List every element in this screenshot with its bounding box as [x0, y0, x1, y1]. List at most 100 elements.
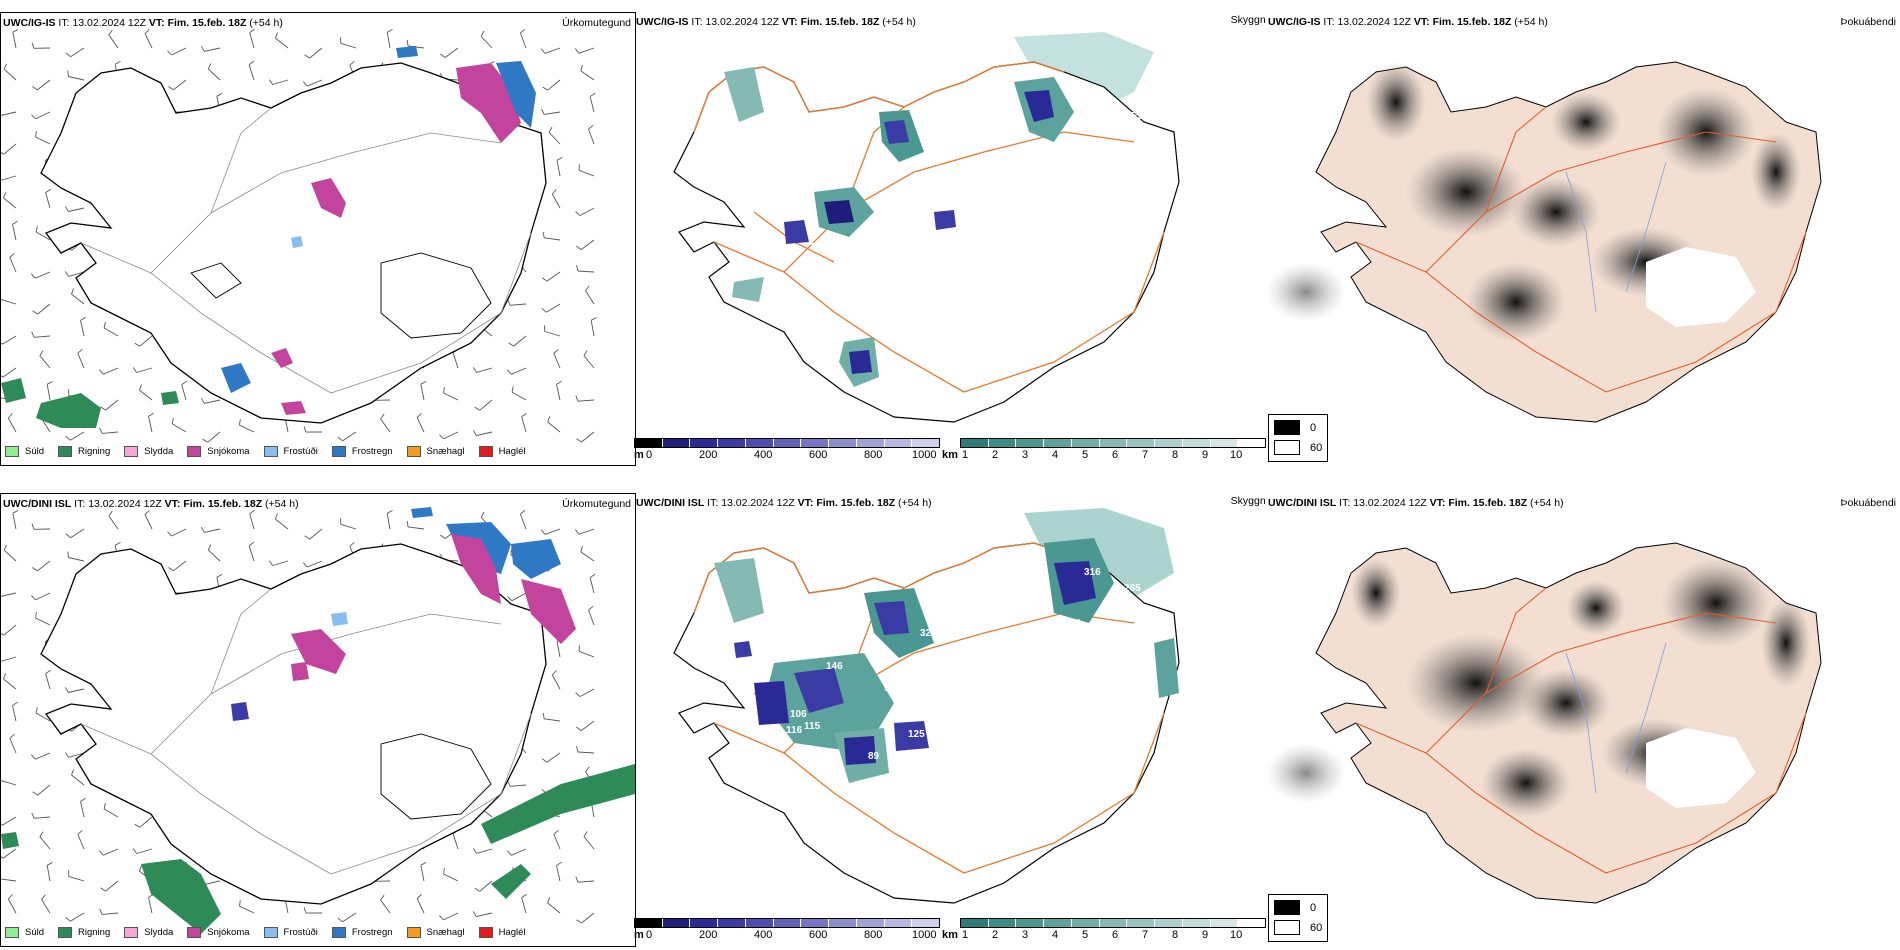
wind-barb-flag	[585, 285, 590, 291]
wind-barb-flag	[304, 535, 310, 540]
wind-barb	[551, 193, 561, 209]
panel-title: Skyggni	[1230, 495, 1266, 507]
wind-barb-flag	[520, 509, 526, 515]
wind-barb-flag	[67, 551, 69, 558]
wind-barb	[12, 32, 17, 49]
legend-item: Frostúði	[263, 445, 318, 457]
scale-unit: m	[634, 449, 644, 461]
wind-barb-flag	[100, 887, 106, 892]
wind-barb	[148, 897, 153, 914]
scale-tick: 0	[646, 449, 653, 461]
wind-barb	[307, 79, 323, 87]
visibility-value: 212	[930, 350, 947, 361]
visibility-scale-m: m 0 200 400 600 800 1000	[634, 438, 940, 464]
wind-barb	[3, 143, 17, 155]
wind-barb	[578, 47, 595, 54]
wind-barb	[103, 367, 119, 375]
wind-barb-flag	[114, 542, 121, 546]
panel-precip-type-2: UWC/DINI ISL IT: 13.02.2024 12Z VT: Fim.…	[0, 493, 636, 947]
wind-barb-flag	[202, 438, 208, 443]
wind-barb	[181, 384, 187, 401]
wind-barb	[12, 513, 17, 530]
wind-barb-flag	[138, 865, 142, 872]
wind-barb-flag	[239, 900, 241, 907]
wind-barb	[579, 207, 595, 216]
colorbar-km	[960, 438, 1266, 448]
wind-barb-flag	[574, 48, 580, 54]
wind-barb-flag	[132, 848, 137, 854]
wind-barb	[204, 528, 221, 533]
visibility-value: 195	[906, 387, 923, 398]
wind-barb	[7, 898, 17, 914]
glacier-outline	[190, 262, 242, 299]
wind-barb-flag	[506, 369, 512, 375]
glacier-outline	[380, 252, 492, 339]
wind-barb	[68, 76, 85, 81]
wind-barb-flag	[472, 367, 477, 373]
wind-barb	[585, 290, 595, 305]
wind-barb-flag	[520, 28, 526, 34]
wind-barb	[521, 897, 527, 914]
wind-barb-flag	[574, 529, 580, 535]
wind-barb-flag	[32, 86, 38, 91]
wind-barb	[68, 875, 85, 882]
wind-barb-flag	[46, 862, 53, 866]
wind-barb	[204, 399, 221, 404]
wind-barb-flag	[103, 322, 106, 329]
wind-barb	[248, 64, 255, 81]
wind-barb	[70, 431, 85, 441]
wind-barb-flag	[132, 367, 137, 373]
wind-barb-flag	[216, 93, 223, 97]
panel-header: UWC/DINI ISL IT: 13.02.2024 12Z VT: Fim.…	[3, 498, 299, 510]
wind-barb	[249, 32, 255, 49]
legend-item: Frostregn	[331, 445, 393, 457]
visibility-value: 255	[960, 625, 977, 636]
fog-shading	[1266, 558, 1811, 818]
roads	[1355, 587, 1807, 874]
wind-barb-flag	[1, 856, 4, 859]
wind-barb-flag	[168, 86, 174, 91]
wind-barb	[416, 898, 425, 914]
wind-barb	[510, 784, 527, 787]
wind-barb	[37, 560, 51, 572]
wind-barb	[416, 417, 425, 433]
wind-barb-flag	[167, 531, 172, 537]
wind-barb-flag	[35, 612, 37, 619]
scale-tick: 800	[864, 449, 883, 461]
wind-barb-flag	[380, 894, 385, 901]
map-precip-type-1	[1, 28, 597, 443]
legend-swatch	[263, 926, 278, 938]
precip-areas	[1, 46, 536, 428]
wind-barb-flag	[31, 331, 35, 338]
wind-barb	[476, 848, 493, 854]
colorbar-m	[634, 918, 940, 928]
wind-barb	[171, 423, 187, 433]
wind-barb-flag	[207, 544, 212, 551]
wind-barb	[553, 834, 561, 850]
wind-barb-flag	[1, 823, 3, 826]
wind-barb	[35, 752, 51, 760]
legend-item: Frostregn	[331, 926, 393, 938]
legend-swatch	[406, 445, 421, 457]
wind-barb	[443, 392, 459, 401]
wind-barb-flag	[144, 510, 150, 515]
wind-barb	[136, 848, 153, 854]
wind-barb	[444, 47, 459, 58]
wind-barb	[511, 592, 527, 602]
wind-barb	[37, 303, 51, 315]
wind-barb-flag	[588, 605, 594, 611]
wind-barb-flag	[64, 687, 69, 693]
wind-barb-flag	[35, 707, 38, 714]
wind-barb	[173, 560, 187, 572]
wind-barb-flag	[249, 509, 255, 514]
wind-barb-flag	[12, 510, 19, 514]
panel-title: Þokuábendi	[1840, 497, 1896, 509]
wind-barb	[1, 175, 17, 181]
wind-barb	[589, 577, 595, 594]
wind-barb-flag	[134, 823, 140, 828]
colorbar-m	[634, 438, 940, 448]
wind-barb-flag	[337, 436, 343, 442]
wind-barb-flag	[507, 596, 513, 602]
wind-barb	[1, 780, 17, 786]
wind-barb	[309, 528, 323, 540]
